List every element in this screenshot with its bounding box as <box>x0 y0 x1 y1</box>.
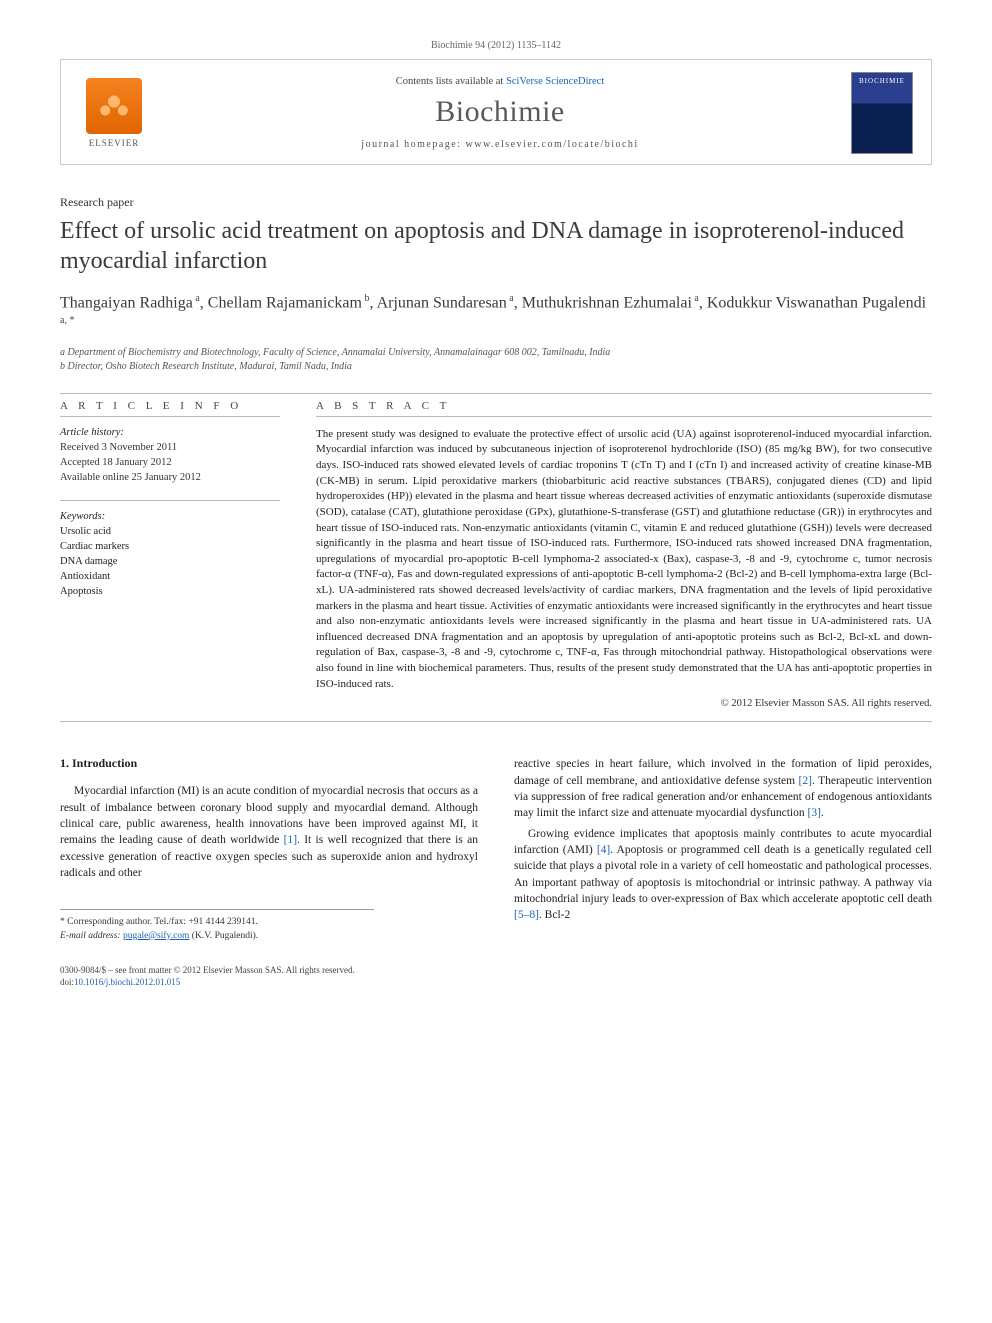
article-title: Effect of ursolic acid treatment on apop… <box>60 216 932 276</box>
ref-link[interactable]: [4] <box>597 844 610 856</box>
elsevier-tree-icon <box>86 78 142 134</box>
journal-cover-thumb[interactable]: BIOCHIMIE <box>851 72 913 154</box>
body-col-right: reactive species in heart failure, which… <box>514 756 932 944</box>
divider <box>316 416 932 417</box>
affiliation-b: b Director, Osho Biotech Research Instit… <box>60 360 932 375</box>
keyword-item: DNA damage <box>60 554 280 569</box>
keyword-item: Cardiac markers <box>60 539 280 554</box>
header-center: Contents lists available at SciVerse Sci… <box>167 76 833 150</box>
affiliations: a Department of Biochemistry and Biotech… <box>60 346 932 375</box>
ref-link[interactable]: [1] <box>284 834 297 846</box>
journal-header: ELSEVIER Contents lists available at Sci… <box>60 59 932 165</box>
corr-email-link[interactable]: pugale@sify.com <box>123 931 189 941</box>
info-abstract-row: A R T I C L E I N F O Article history: R… <box>60 400 932 709</box>
ref-link[interactable]: [3] <box>807 807 820 819</box>
abstract-head: A B S T R A C T <box>316 400 932 412</box>
homepage-url[interactable]: www.elsevier.com/locate/biochi <box>466 139 639 150</box>
journal-name: Biochimie <box>167 95 833 129</box>
footer-line-1: 0300-9084/$ – see front matter © 2012 El… <box>60 964 932 977</box>
contents-line: Contents lists available at SciVerse Sci… <box>167 76 833 87</box>
sciencedirect-link[interactable]: SciVerse ScienceDirect <box>506 76 604 87</box>
affiliation-a: a Department of Biochemistry and Biotech… <box>60 346 932 361</box>
divider <box>60 416 280 417</box>
abstract-block: A B S T R A C T The present study was de… <box>316 400 932 709</box>
intro-para-2: reactive species in heart failure, which… <box>514 756 932 821</box>
elsevier-wordmark: ELSEVIER <box>89 138 140 148</box>
history-head: Article history: <box>60 427 280 438</box>
corr-line-1: * Corresponding author. Tel./fax: +91 41… <box>60 916 374 930</box>
abstract-text: The present study was designed to evalua… <box>316 427 932 692</box>
intro-para-1: Myocardial infarction (MI) is an acute c… <box>60 783 478 881</box>
corr-email-tail: (K.V. Pugalendi). <box>189 931 258 941</box>
doi-label: doi: <box>60 977 74 987</box>
history-received: Received 3 November 2011 <box>60 440 280 455</box>
body-col-left: 1. Introduction Myocardial infarction (M… <box>60 756 478 944</box>
footer-doi: doi:10.1016/j.biochi.2012.01.015 <box>60 976 932 989</box>
page: Biochimie 94 (2012) 1135–1142 ELSEVIER C… <box>0 0 992 1019</box>
divider <box>60 721 932 722</box>
history-lines: Received 3 November 2011 Accepted 18 Jan… <box>60 440 280 486</box>
homepage-label: journal homepage: <box>361 139 465 150</box>
doi-link[interactable]: 10.1016/j.biochi.2012.01.015 <box>74 977 180 987</box>
keywords-head: Keywords: <box>60 511 280 522</box>
history-accepted: Accepted 18 January 2012 <box>60 455 280 470</box>
divider <box>60 500 280 501</box>
divider <box>60 393 932 394</box>
article-info-head: A R T I C L E I N F O <box>60 400 280 412</box>
article-info: A R T I C L E I N F O Article history: R… <box>60 400 280 709</box>
keywords-list: Ursolic acidCardiac markersDNA damageAnt… <box>60 524 280 600</box>
keyword-item: Ursolic acid <box>60 524 280 539</box>
elsevier-logo[interactable]: ELSEVIER <box>79 73 149 153</box>
section-1-head: 1. Introduction <box>60 756 478 771</box>
homepage-line: journal homepage: www.elsevier.com/locat… <box>167 139 833 150</box>
article-type: Research paper <box>60 195 932 210</box>
history-online: Available online 25 January 2012 <box>60 470 280 485</box>
keyword-item: Antioxidant <box>60 569 280 584</box>
cover-thumb-title: BIOCHIMIE <box>852 77 912 85</box>
corr-email-label: E-mail address: <box>60 931 123 941</box>
running-head: Biochimie 94 (2012) 1135–1142 <box>60 40 932 51</box>
page-footer: 0300-9084/$ – see front matter © 2012 El… <box>60 964 932 989</box>
author-list: Thangaiyan Radhiga a, Chellam Rajamanick… <box>60 292 932 336</box>
ref-link[interactable]: [2] <box>799 775 812 787</box>
keyword-item: Apoptosis <box>60 584 280 599</box>
corresponding-author-note: * Corresponding author. Tel./fax: +91 41… <box>60 909 374 944</box>
corr-line-2: E-mail address: pugale@sify.com (K.V. Pu… <box>60 930 374 944</box>
abstract-copyright: © 2012 Elsevier Masson SAS. All rights r… <box>316 698 932 709</box>
body-columns: 1. Introduction Myocardial infarction (M… <box>60 756 932 944</box>
intro-para-3: Growing evidence implicates that apoptos… <box>514 826 932 924</box>
ref-link[interactable]: [5–8] <box>514 909 539 921</box>
contents-prefix: Contents lists available at <box>396 76 506 87</box>
